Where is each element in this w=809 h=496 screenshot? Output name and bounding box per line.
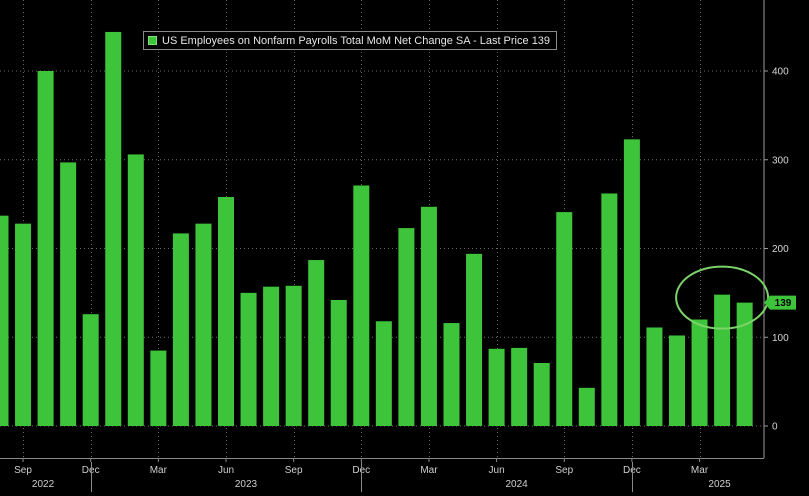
bar — [691, 319, 708, 426]
x-axis: SepDecMarJunSepDecMarJunSepDecMarJun2022… — [0, 458, 764, 492]
bar — [375, 321, 392, 426]
last-price-tag — [764, 295, 796, 310]
x-tick-label: Mar — [150, 465, 168, 476]
highlight-ellipse — [675, 265, 770, 330]
bar — [195, 223, 212, 426]
highlight-ellipse-shape — [675, 265, 770, 330]
y-tick-label: 0 — [772, 422, 778, 433]
x-tick-label: Sep — [555, 465, 573, 476]
y-tick-label: 200 — [772, 244, 789, 255]
x-tick-label: Mar — [691, 465, 709, 476]
x-tick-label: Dec — [623, 465, 641, 476]
bar — [669, 335, 685, 426]
x-tick-label: Dec — [82, 465, 100, 476]
year-label: 2023 — [235, 479, 258, 490]
bar — [736, 302, 753, 426]
legend-last-value: 139 — [531, 35, 551, 47]
legend-swatch — [148, 36, 157, 45]
bar — [466, 253, 483, 426]
bars — [0, 31, 753, 427]
year-label: 2025 — [708, 479, 731, 490]
bar — [308, 260, 325, 426]
last-price-label: 139 — [764, 295, 796, 310]
x-tick-label: Jun — [489, 465, 505, 476]
bar — [398, 228, 415, 426]
bar — [172, 233, 189, 426]
x-tick-label: Jun — [218, 465, 234, 476]
y-tick-label: 400 — [772, 67, 789, 78]
x-tick-label: Sep — [14, 465, 32, 476]
bar — [511, 347, 528, 426]
bar — [556, 212, 573, 426]
bar — [488, 348, 505, 426]
bar — [37, 71, 54, 426]
bar — [285, 285, 302, 426]
bar — [330, 299, 347, 426]
legend-label: US Employees on Nonfarm Payrolls Total M… — [162, 35, 529, 47]
year-label: 2022 — [32, 479, 55, 490]
bar — [601, 193, 618, 426]
x-tick-label: Mar — [420, 465, 438, 476]
bar — [127, 154, 144, 427]
bar — [105, 31, 122, 426]
bar — [263, 286, 280, 426]
bar — [420, 206, 437, 426]
y-tick-label: 100 — [772, 333, 789, 344]
y-tick-label: 300 — [772, 155, 789, 166]
bar — [578, 387, 595, 426]
bar — [443, 323, 460, 426]
y-axis: 0 100 200 300 400 — [763, 0, 789, 458]
bar — [15, 223, 32, 426]
bar — [623, 139, 640, 426]
x-tick-label: Sep — [285, 465, 303, 476]
bar — [150, 350, 167, 426]
bar — [218, 197, 234, 426]
bar — [82, 314, 99, 426]
legend: US Employees on Nonfarm Payrolls Total M… — [143, 31, 558, 50]
bar — [533, 362, 550, 426]
bar — [714, 294, 731, 426]
bar — [646, 327, 663, 426]
last-price-value: 139 — [775, 298, 792, 309]
bar — [240, 292, 257, 426]
bar — [60, 162, 77, 426]
year-label: 2024 — [505, 479, 528, 490]
bar — [0, 215, 9, 426]
bar — [353, 185, 370, 426]
